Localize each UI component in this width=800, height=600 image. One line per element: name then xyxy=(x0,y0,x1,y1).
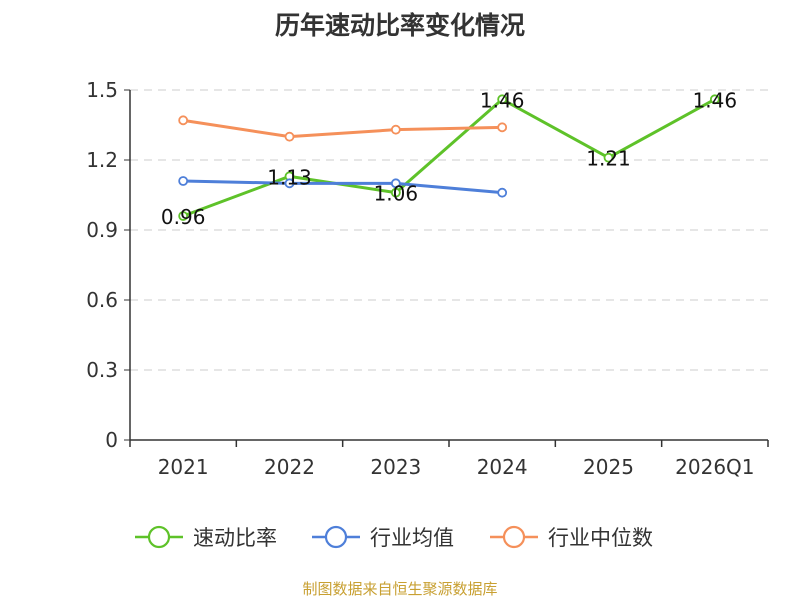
data-point xyxy=(709,94,720,105)
data-point xyxy=(390,124,401,135)
grid-layer xyxy=(130,89,768,371)
x-tick-label: 2026Q1 xyxy=(675,455,754,479)
data-point xyxy=(284,131,295,142)
y-tick-label: 1.5 xyxy=(86,78,118,102)
data-point xyxy=(178,176,189,186)
source-caption: 制图数据来自恒生聚源数据库 xyxy=(302,580,498,598)
data-point xyxy=(390,187,401,198)
data-label: 1.13 xyxy=(267,165,312,189)
legend-label: 行业均值 xyxy=(370,526,454,550)
data-label: 1.46 xyxy=(693,88,738,112)
x-tick-label: 2022 xyxy=(264,455,315,479)
legend-label: 速动比率 xyxy=(193,526,277,550)
x-tick-label: 2023 xyxy=(370,455,421,479)
axis-layer: 0 0.3 0.6 0.9 1.2 1.5 2021 2022 2023 2024 2025 2026… xyxy=(86,78,769,479)
y-tick-label: 0.3 xyxy=(86,358,118,382)
legend-swatch-marker xyxy=(502,525,526,549)
x-tick-label: 2025 xyxy=(583,455,634,479)
series-line-0 xyxy=(182,97,716,218)
data-label: 1.46 xyxy=(480,88,525,112)
chart-title: 历年速动比率变化情况 xyxy=(274,11,525,40)
x-tick-label: 2024 xyxy=(477,455,528,479)
legend-swatch-marker xyxy=(324,525,348,549)
data-point xyxy=(178,211,189,221)
y-tick-label: 0.9 xyxy=(86,218,118,242)
x-tick-label: 2021 xyxy=(158,455,209,479)
series-line-2 xyxy=(182,118,503,139)
legend-swatch-marker xyxy=(147,525,171,549)
data-point xyxy=(284,178,295,189)
y-tick-label: 0 xyxy=(105,428,118,452)
data-point xyxy=(497,94,508,105)
series-layer xyxy=(178,94,720,221)
series-line-1 xyxy=(183,179,503,195)
data-label: 1.06 xyxy=(374,182,419,206)
y-tick-label: 0.6 xyxy=(86,288,118,312)
data-point xyxy=(178,115,189,126)
data-point xyxy=(497,187,508,198)
data-label: 1.21 xyxy=(586,147,631,171)
legend-label: 行业中位数 xyxy=(548,526,653,550)
data-point xyxy=(390,178,401,189)
data-label-layer: 0.96 1.13 1.06 1.46 1.21 1.46 xyxy=(161,88,737,229)
legend: 速动比率 行业均值 行业中位数 xyxy=(135,525,653,550)
data-point xyxy=(497,122,508,133)
data-point xyxy=(603,152,614,163)
data-label: 0.96 xyxy=(161,205,206,229)
y-tick-label: 1.2 xyxy=(86,148,118,172)
